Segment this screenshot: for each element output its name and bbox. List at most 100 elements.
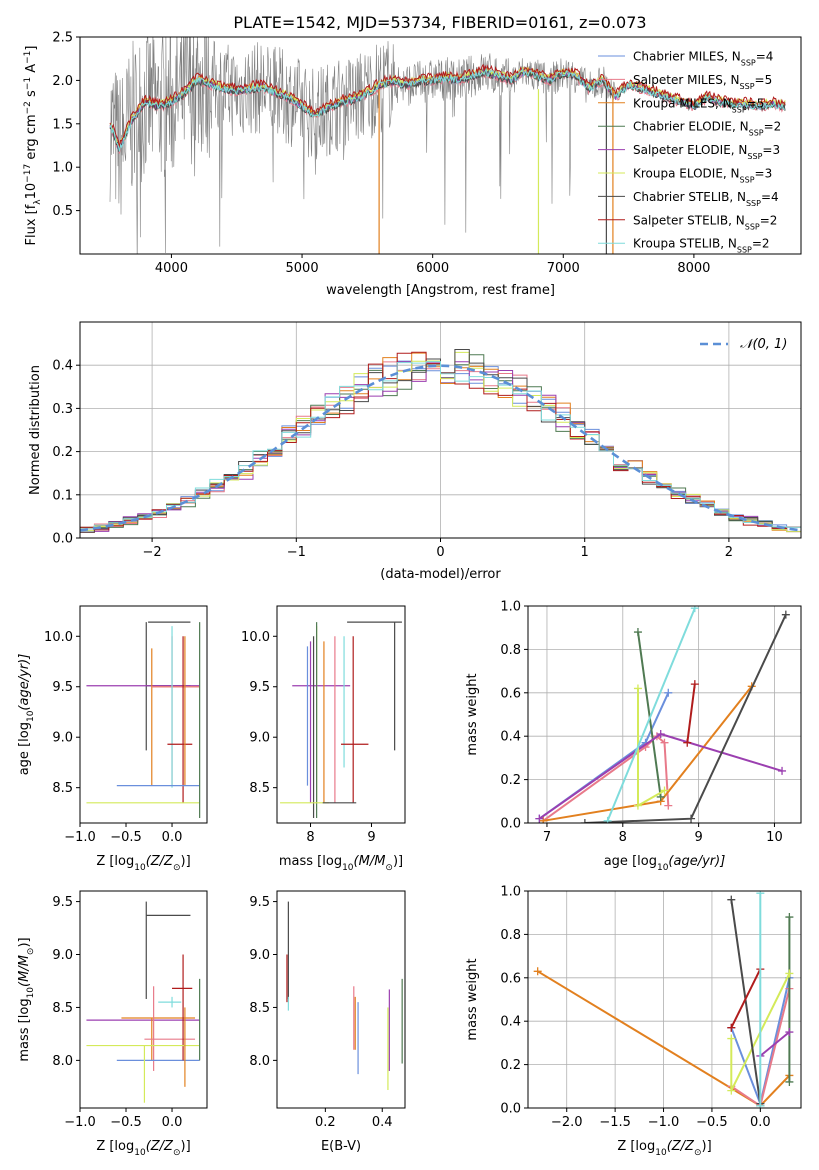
weight-marker xyxy=(633,628,642,637)
weight-marker xyxy=(785,1028,794,1037)
weight-marker xyxy=(580,819,589,823)
label-part: Z [log xyxy=(617,1139,655,1154)
label-part: (Z/Z xyxy=(146,1139,174,1154)
label-part: erg cm xyxy=(24,114,39,163)
y-tick-label: 10.0 xyxy=(241,630,270,645)
weight-line-chabrier_elodie xyxy=(637,631,662,798)
weight-marker xyxy=(664,688,673,697)
y-tick-label: 9.5 xyxy=(249,895,270,910)
x-tick-label: −0.5 xyxy=(696,1115,728,1130)
weight-marker xyxy=(785,1077,794,1086)
legend-count: =2 xyxy=(760,213,778,227)
x-tick-label: 0.0 xyxy=(162,1115,183,1130)
mass-weight-vs-metallicity-panel: −2.0 −1.5 −1.0 −0.5 0.0 0.0 0.2 0.4 0.6 0.8 1.0 Z [… xyxy=(465,885,802,1158)
y-tick-label: 9.0 xyxy=(249,948,270,963)
x-tick-label: −2.0 xyxy=(551,1115,583,1130)
y-tick-label: 0.5 xyxy=(52,204,73,219)
legend-label-1: Salpeter MILES, NSSP=5 xyxy=(633,73,772,91)
axes-frame xyxy=(79,321,802,539)
weight-marker xyxy=(727,1023,736,1032)
label-part: (Z/Z xyxy=(146,854,174,869)
x-tick-label: 9 xyxy=(694,830,702,845)
y-tick-label: 0.8 xyxy=(500,928,521,943)
weight-marker xyxy=(656,792,665,801)
axes-frame xyxy=(527,890,802,1109)
label-part: (age/yr)] xyxy=(668,854,725,869)
weight-marker xyxy=(633,801,642,810)
weight-marker xyxy=(727,1034,736,1043)
weight-marker xyxy=(633,684,642,693)
label-part: −17 xyxy=(23,164,33,183)
x-axis-label: E(B-V) xyxy=(321,1139,361,1154)
y-axis-label: Flux [fλ10−17 erg cm−2 s−1 A−1] xyxy=(23,46,43,246)
x-tick-label: −0.5 xyxy=(110,1115,142,1130)
x-tick-label: 8000 xyxy=(677,261,710,276)
label-part: ⊙ xyxy=(173,1148,181,1158)
y-tick-label: 0.2 xyxy=(500,773,521,788)
weight-marker xyxy=(687,814,696,823)
y-tick-label: 2.0 xyxy=(52,74,73,89)
weight-marker xyxy=(778,766,787,775)
x-axis-label: age [log10(age/yr)] xyxy=(604,854,726,873)
spectrum-legend: Chabrier MILES, NSSP=4 Salpeter MILES, NS… xyxy=(598,50,781,254)
axes-frame xyxy=(79,605,208,824)
legend-label-4: Salpeter ELODIE, NSSP=3 xyxy=(633,143,780,161)
label-part: age [log xyxy=(17,722,32,775)
mass-weight-vs-age-panel-plot-area xyxy=(535,606,790,823)
y-tick-label: 0.0 xyxy=(500,1102,521,1117)
weight-line-chabrier_stelib xyxy=(730,899,762,1104)
label-part: mass [log xyxy=(279,854,342,869)
legend-count: =3 xyxy=(755,167,773,181)
weight-marker xyxy=(727,895,736,904)
label-part: 10 xyxy=(134,1148,146,1158)
y-tick-label: 0.2 xyxy=(500,1058,521,1073)
label-part: 10 xyxy=(26,987,36,999)
weight-marker xyxy=(683,738,692,747)
x-tick-label: −2 xyxy=(143,545,162,560)
y-tick-label: 10.0 xyxy=(44,630,73,645)
weight-marker xyxy=(533,967,542,976)
x-axis-label: mass [log10(M/M⊙)] xyxy=(279,854,403,873)
weight-line-salpeter_elodie xyxy=(759,1031,791,1057)
y-tick-label: 0.6 xyxy=(500,686,521,701)
label-part: ⊙ xyxy=(173,863,181,873)
x-tick-label: 4000 xyxy=(155,261,188,276)
age-vs-mass-panel: 8 9 8.5 9.0 9.5 10.0 mass [log10(M/M⊙)] xyxy=(241,605,406,873)
label-part: age [log xyxy=(604,854,657,869)
x-tick-label: −0.5 xyxy=(110,830,142,845)
axes-frame xyxy=(527,605,802,824)
label-part: A xyxy=(24,64,39,77)
y-tick-label: 9.0 xyxy=(52,948,73,963)
legend-sub: SSP xyxy=(747,152,762,161)
x-tick-label: −1.0 xyxy=(648,1115,680,1130)
legend-label-normal: 𝒩(0, 1) xyxy=(740,337,787,352)
label-part: )] xyxy=(393,854,403,869)
mass-vs-metallicity-panel-plot-area xyxy=(86,901,201,1103)
legend-sub: SSP xyxy=(746,198,761,207)
y-tick-label: 0.4 xyxy=(500,730,521,745)
legend-label-6: Chabrier STELIB, NSSP=4 xyxy=(633,190,779,208)
label-part: (M/M xyxy=(17,955,32,987)
mass-vs-ebv-panel-plot-area xyxy=(286,901,403,1091)
residuals-panel: −2 −1 0 1 2 0.0 0.1 0.2 0.3 0.4 𝒩(0, 1) (data-model… xyxy=(28,321,802,582)
x-tick-label: 0.0 xyxy=(162,830,183,845)
age-vs-metallicity-panel-plot-area xyxy=(86,621,201,818)
x-tick-label: 5000 xyxy=(286,261,319,276)
residuals-plot-area xyxy=(80,349,801,536)
label-part: (M/M xyxy=(354,854,386,869)
legend-label-7: Salpeter STELIB, NSSP=2 xyxy=(633,213,777,231)
label-part: )] xyxy=(181,854,191,869)
weight-marker xyxy=(727,1086,736,1095)
axes-frame xyxy=(79,36,802,255)
label-part: Z [log xyxy=(96,1139,134,1154)
y-tick-label: 9.0 xyxy=(249,731,270,746)
legend-sub: SSP xyxy=(732,105,747,114)
age-vs-metallicity-panel: −1.0 −0.5 0.08.59.09.510.0Z [log10(Z/Z⊙)]a… xyxy=(17,605,208,873)
x-tick-label: 0.0 xyxy=(750,1115,771,1130)
y-tick-label: 0.6 xyxy=(500,971,521,986)
x-tick-label: −1.0 xyxy=(64,830,96,845)
y-tick-label: 1.5 xyxy=(52,117,73,132)
weight-marker xyxy=(535,814,544,823)
y-tick-label: 8.5 xyxy=(249,781,270,796)
